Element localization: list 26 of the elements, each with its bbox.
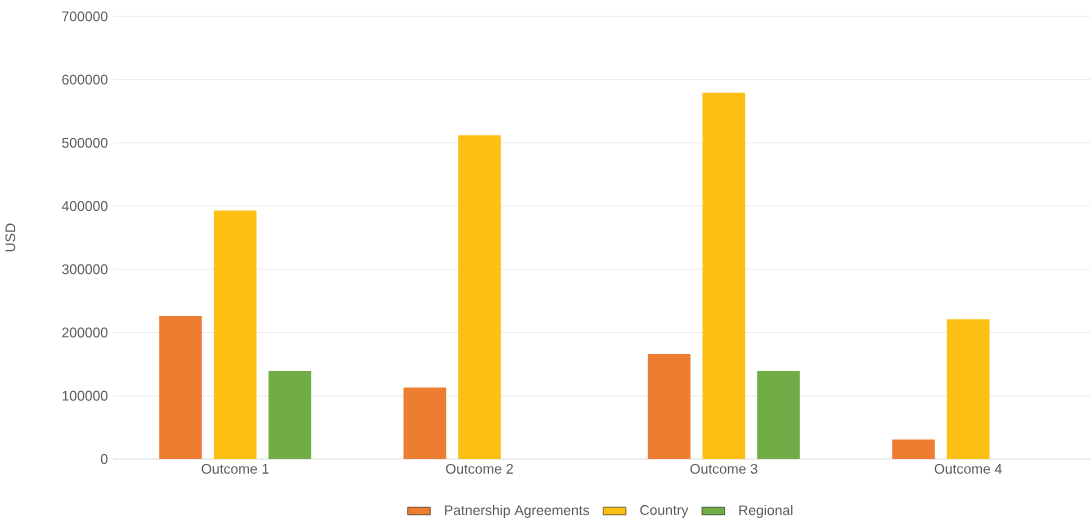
bar — [647, 354, 691, 459]
bar — [268, 371, 312, 459]
x-tick-label: Outcome 2 — [446, 463, 513, 474]
x-tick-label: Outcome 3 — [690, 463, 758, 474]
y-tick-label: 700000 — [62, 11, 108, 22]
bar — [458, 135, 501, 459]
bar — [702, 92, 746, 459]
legend-label: Country — [640, 505, 689, 518]
legend-label: Regional — [739, 504, 793, 518]
y-tick-label: 300000 — [62, 264, 108, 275]
y-tick-label: 100000 — [62, 390, 108, 401]
y-tick-label: 0 — [100, 454, 108, 464]
y-tick-label: 400000 — [61, 201, 108, 211]
bar — [403, 387, 447, 459]
y-tick-label: 200000 — [62, 327, 108, 338]
x-tick-label: Outcome 1 — [201, 463, 269, 474]
bar — [757, 371, 800, 459]
x-tick-label: Outcome 4 — [934, 463, 1002, 474]
legend-label: Patnership Agreements — [445, 504, 590, 518]
bar — [159, 316, 202, 459]
y-axis-title: USD — [5, 223, 16, 252]
y-tick-label: 600000 — [62, 74, 108, 85]
y-tick-label: 500000 — [62, 137, 108, 148]
bar — [213, 210, 257, 459]
bar — [892, 439, 935, 459]
bar — [946, 319, 990, 459]
